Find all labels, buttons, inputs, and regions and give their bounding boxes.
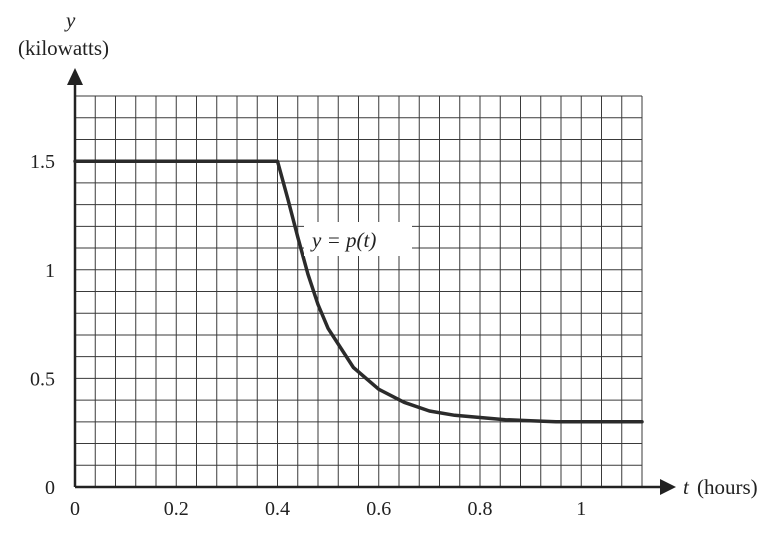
curve-label-background (304, 222, 412, 256)
x-tick-label: 0.6 (366, 498, 391, 520)
tick-labels: 0 0.2 0.4 0.6 0.8 1 0 0.5 1 1.5 (30, 151, 586, 520)
y-axis-units: (kilowatts) (18, 36, 109, 60)
x-tick-label: 1 (576, 498, 586, 520)
y-tick-label: 0.5 (30, 368, 55, 390)
x-axis-arrow-icon (660, 479, 676, 495)
y-tick-label: 0 (45, 477, 55, 499)
x-axis-units: (hours) (697, 475, 758, 499)
grid (75, 95, 643, 487)
series-line-p (73, 159, 644, 424)
axes (67, 68, 676, 495)
curve-label: y = p(t) (310, 228, 376, 252)
y-axis-arrow-icon (67, 68, 83, 85)
x-tick-label: 0.2 (164, 498, 189, 520)
x-axis-variable: t (683, 475, 690, 499)
x-tick-label: 0.8 (468, 498, 493, 520)
x-tick-label: 0.4 (265, 498, 290, 520)
y-axis-variable: y (64, 8, 76, 32)
y-tick-label: 1 (45, 260, 55, 282)
y-tick-label: 1.5 (30, 151, 55, 173)
x-tick-label: 0 (70, 498, 80, 520)
